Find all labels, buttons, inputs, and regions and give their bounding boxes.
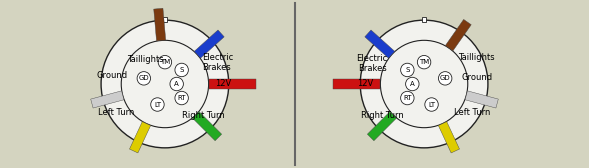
Text: S: S <box>405 67 409 73</box>
Ellipse shape <box>380 40 468 128</box>
Text: TM: TM <box>160 59 170 65</box>
Ellipse shape <box>175 63 188 77</box>
Ellipse shape <box>137 72 151 85</box>
Text: A: A <box>174 81 179 87</box>
Text: RT: RT <box>403 95 412 101</box>
Ellipse shape <box>401 63 414 77</box>
Text: S: S <box>180 67 184 73</box>
Polygon shape <box>445 19 471 51</box>
Polygon shape <box>365 30 395 58</box>
Ellipse shape <box>151 98 164 111</box>
Text: LT: LT <box>428 101 435 108</box>
Polygon shape <box>209 79 256 89</box>
Text: Right Turn: Right Turn <box>182 111 224 120</box>
Text: Taillights: Taillights <box>458 53 494 62</box>
Text: Ground: Ground <box>461 73 492 82</box>
Text: Taillights: Taillights <box>127 55 163 64</box>
Ellipse shape <box>175 91 188 105</box>
Text: 12V: 12V <box>358 79 373 89</box>
Ellipse shape <box>406 77 419 91</box>
Polygon shape <box>438 122 459 153</box>
Polygon shape <box>154 8 166 41</box>
Polygon shape <box>194 30 224 58</box>
Polygon shape <box>193 112 221 141</box>
Text: Left Turn: Left Turn <box>454 108 491 117</box>
Ellipse shape <box>401 91 414 105</box>
Bar <box>422 17 426 22</box>
Text: Ground: Ground <box>97 71 128 80</box>
Ellipse shape <box>158 55 171 69</box>
Ellipse shape <box>101 20 229 148</box>
Polygon shape <box>368 112 396 141</box>
Text: LT: LT <box>154 101 161 108</box>
Ellipse shape <box>360 20 488 148</box>
Ellipse shape <box>438 72 452 85</box>
Ellipse shape <box>418 55 431 69</box>
Text: Electric
Brakes: Electric Brakes <box>202 53 233 72</box>
Ellipse shape <box>121 40 209 128</box>
Text: A: A <box>410 81 415 87</box>
Bar <box>163 17 167 22</box>
Polygon shape <box>333 79 380 89</box>
Text: TM: TM <box>419 59 429 65</box>
Polygon shape <box>91 91 124 108</box>
Polygon shape <box>130 122 151 153</box>
Ellipse shape <box>425 98 438 111</box>
Text: GD: GD <box>138 75 149 81</box>
Ellipse shape <box>170 77 183 91</box>
Text: Right Turn: Right Turn <box>361 111 404 120</box>
Text: GD: GD <box>440 75 451 81</box>
Polygon shape <box>465 91 498 108</box>
Text: RT: RT <box>177 95 186 101</box>
Text: 12V: 12V <box>216 79 231 89</box>
Text: Electric
Brakes: Electric Brakes <box>356 54 387 73</box>
Text: Left Turn: Left Turn <box>98 108 135 117</box>
